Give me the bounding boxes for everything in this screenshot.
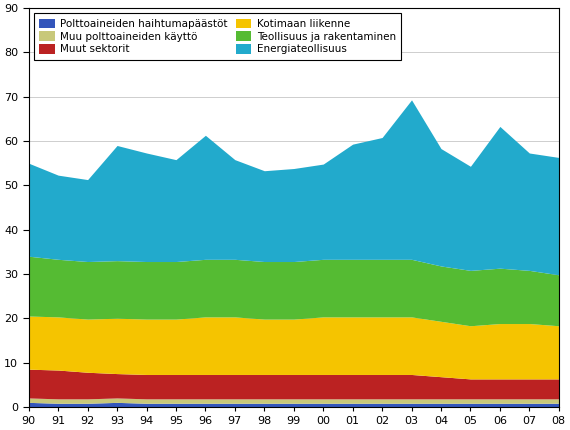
Legend: Polttoaineiden haihtumapäästöt, Muu polttoaineiden käyttö, Muut sektorit, Kotima: Polttoaineiden haihtumapäästöt, Muu polt… [34, 13, 401, 60]
